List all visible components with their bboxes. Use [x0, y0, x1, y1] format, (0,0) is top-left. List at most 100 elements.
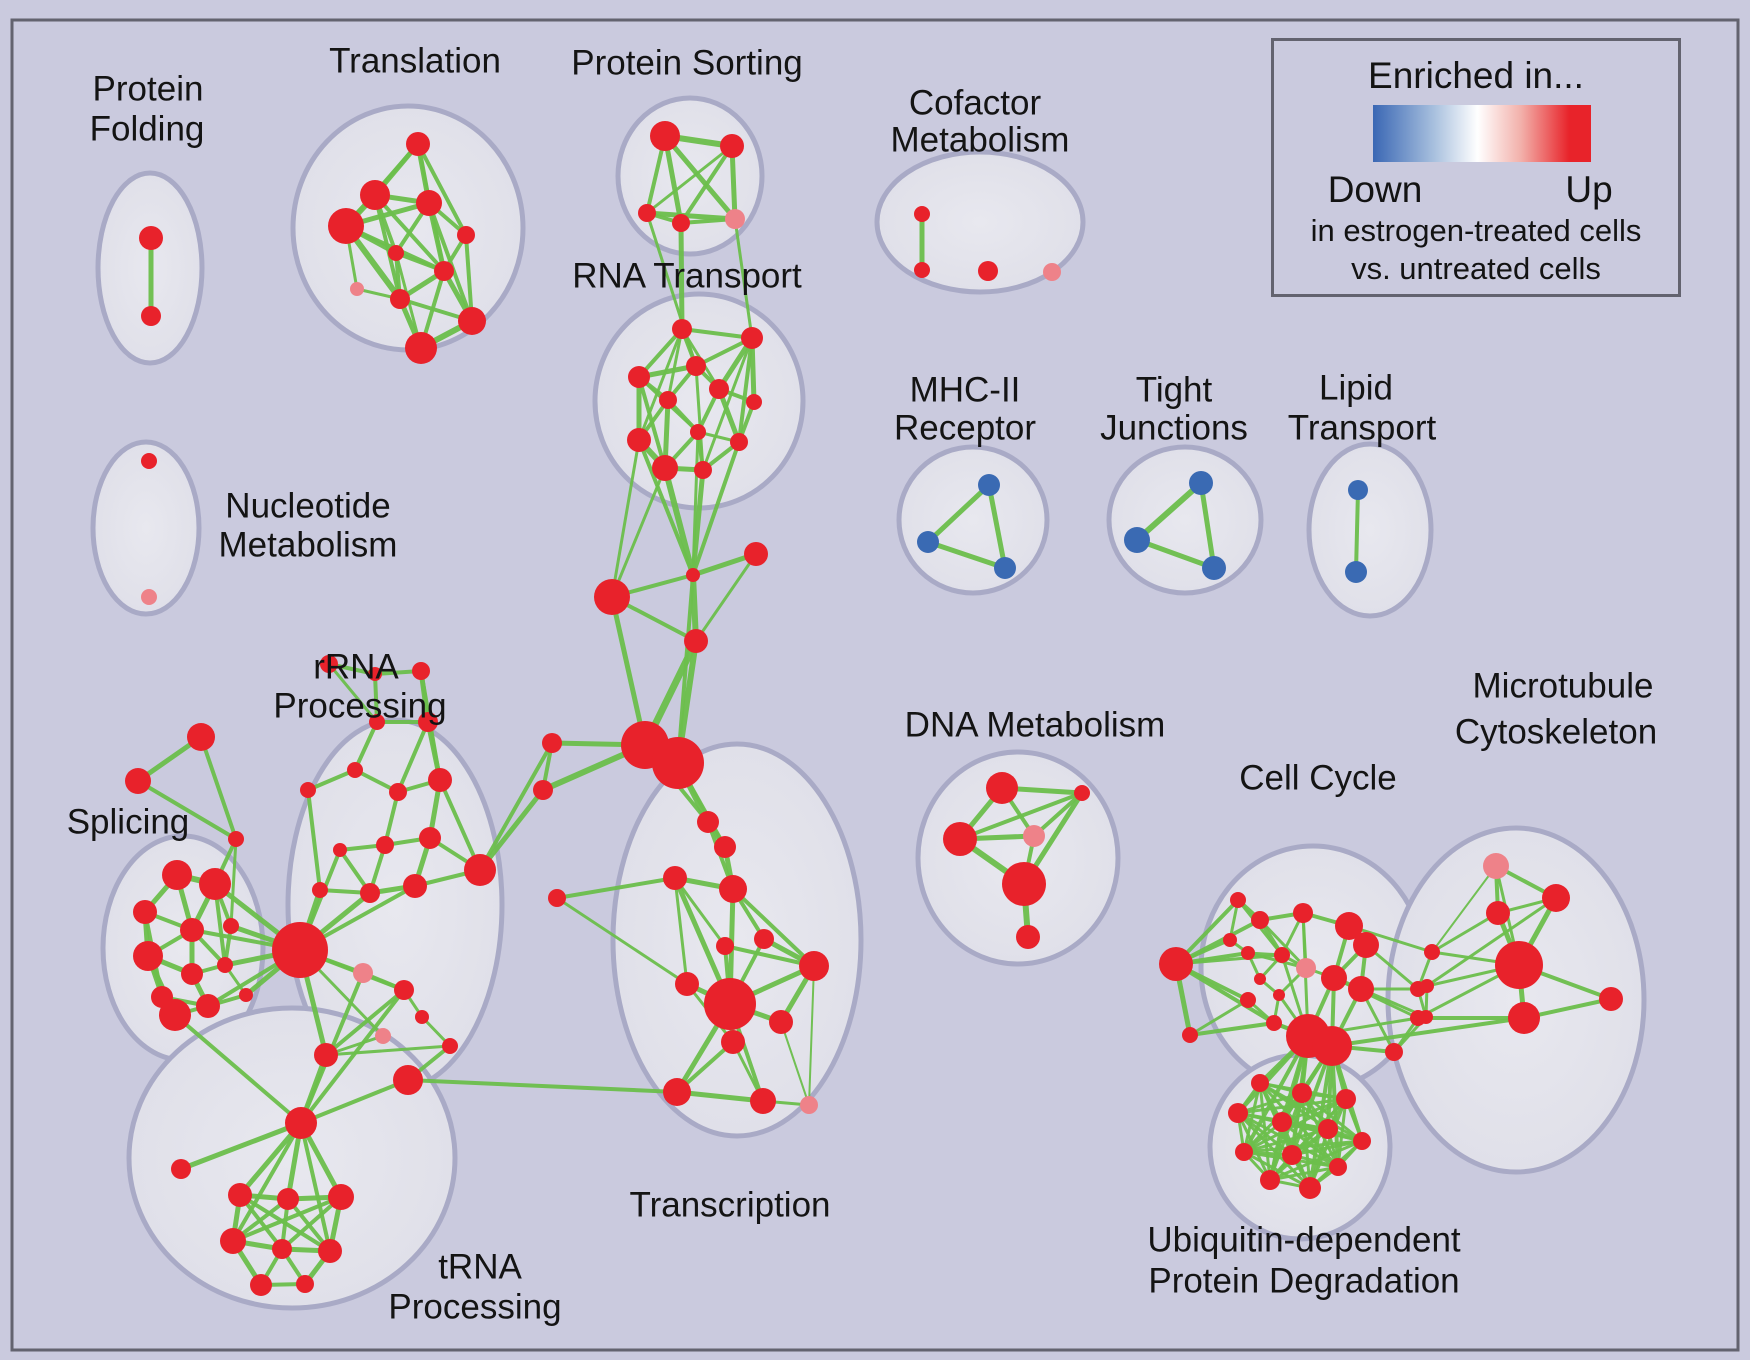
- edge: [610, 466, 667, 599]
- cluster-label: Receptor: [894, 409, 1036, 448]
- legend-caption-line2: vs. untreated cells: [1351, 251, 1601, 286]
- edge: [1134, 480, 1204, 543]
- gene-set-node: [1223, 933, 1237, 947]
- cluster-label: Splicing: [67, 803, 190, 842]
- cluster-label: Protein: [93, 70, 204, 109]
- edge: [173, 1013, 303, 1125]
- gene-set-node: [652, 455, 678, 481]
- gene-set-node: [1292, 1083, 1312, 1103]
- gene-set-node: [277, 1188, 299, 1210]
- gene-set-node: [1272, 1112, 1292, 1132]
- cluster-label: MHC-II: [910, 371, 1021, 410]
- gene-set-node: [719, 875, 747, 903]
- gene-set-node: [1486, 901, 1510, 925]
- edge: [1290, 1139, 1364, 1157]
- gene-set-node: [1293, 903, 1313, 923]
- edge: [925, 539, 1008, 571]
- gene-set-node: [799, 951, 829, 981]
- gene-set-node: [416, 190, 442, 216]
- gene-set-node: [272, 922, 328, 978]
- gene-set-node: [994, 557, 1016, 579]
- edge: [1330, 1044, 1340, 1169]
- gene-set-node: [1202, 556, 1226, 580]
- gene-set-node: [360, 883, 380, 903]
- gene-set-node: [1159, 947, 1193, 981]
- gene-set-node: [709, 379, 729, 399]
- gene-set-node: [652, 737, 704, 789]
- gene-set-node: [333, 843, 347, 857]
- legend-caption-line1: in estrogen-treated cells: [1310, 213, 1642, 248]
- cluster-ellipse-trna-processing: [126, 1005, 458, 1311]
- gene-set-node: [1420, 979, 1434, 993]
- gene-set-node: [300, 782, 316, 798]
- edge: [406, 1078, 679, 1094]
- cluster-label: Lipid: [1319, 369, 1393, 408]
- cluster-label: tRNA: [438, 1248, 522, 1287]
- gene-set-node: [353, 963, 373, 983]
- gene-set-node: [139, 226, 163, 250]
- cluster-label: Metabolism: [219, 526, 398, 565]
- gene-set-node: [1282, 1145, 1302, 1165]
- edge: [662, 465, 696, 578]
- gene-set-node: [725, 209, 745, 229]
- gene-set-node: [627, 428, 651, 452]
- cluster-ellipse-lipid-transport: [1306, 441, 1434, 619]
- gene-set-node: [368, 667, 382, 681]
- edge: [555, 896, 689, 986]
- cluster-label: Cofactor: [909, 84, 1042, 123]
- edge: [1308, 1044, 1334, 1190]
- gene-set-node: [1228, 1103, 1248, 1123]
- edge: [1188, 1021, 1276, 1037]
- edge: [1188, 998, 1250, 1037]
- gene-set-node: [418, 712, 438, 732]
- gene-set-node: [769, 1010, 793, 1034]
- edge: [609, 594, 648, 748]
- gene-set-node: [1251, 911, 1269, 929]
- cluster-label: Ubiquitin-dependent: [1147, 1221, 1461, 1260]
- edge: [324, 988, 406, 1057]
- gene-set-node: [746, 394, 762, 410]
- figure-border: [10, 18, 1740, 1352]
- edge: [645, 144, 734, 215]
- edge: [1198, 480, 1217, 571]
- gene-set-node: [638, 204, 656, 222]
- edge: [662, 133, 738, 222]
- gene-set-node: [442, 1038, 458, 1054]
- cluster-label: Translation: [329, 42, 501, 81]
- cluster-label: Transcription: [630, 1186, 831, 1225]
- gene-set-node: [464, 854, 496, 886]
- cluster-label: rRNA: [313, 648, 399, 687]
- gene-set-node: [914, 206, 930, 222]
- gene-set-node: [434, 261, 454, 281]
- cluster-label: DNA Metabolism: [905, 706, 1166, 745]
- gene-set-node: [369, 714, 385, 730]
- gene-set-node: [1385, 1043, 1403, 1061]
- gene-set-node: [350, 282, 364, 296]
- cluster-ellipse-nucleotide-metabolism: [90, 439, 202, 617]
- gene-set-node: [1235, 1143, 1253, 1161]
- gene-set-node: [663, 866, 687, 890]
- edge: [780, 1021, 810, 1106]
- gene-set-node: [171, 1159, 191, 1179]
- gene-set-node: [394, 980, 414, 1000]
- edge: [555, 876, 677, 900]
- edge: [1242, 1034, 1310, 1154]
- gene-set-node: [1424, 944, 1440, 960]
- legend-title: Enriched in...: [1368, 55, 1584, 96]
- gene-set-node: [199, 868, 231, 900]
- gene-set-node: [721, 1030, 745, 1054]
- gene-set-node: [1410, 1010, 1426, 1026]
- gene-set-node: [419, 827, 441, 849]
- edge: [306, 768, 357, 792]
- gene-set-node: [1266, 1015, 1282, 1031]
- edge: [1258, 918, 1308, 970]
- gene-set-node: [388, 245, 404, 261]
- gene-set-node: [684, 629, 708, 653]
- edge: [229, 837, 238, 928]
- edge: [1242, 1139, 1364, 1154]
- edge: [1347, 924, 1434, 954]
- gene-set-node: [1273, 989, 1285, 1001]
- gene-set-node: [1189, 471, 1213, 495]
- gene-set-node: [412, 662, 430, 680]
- cluster-ellipse-tight-junctions: [1106, 444, 1264, 596]
